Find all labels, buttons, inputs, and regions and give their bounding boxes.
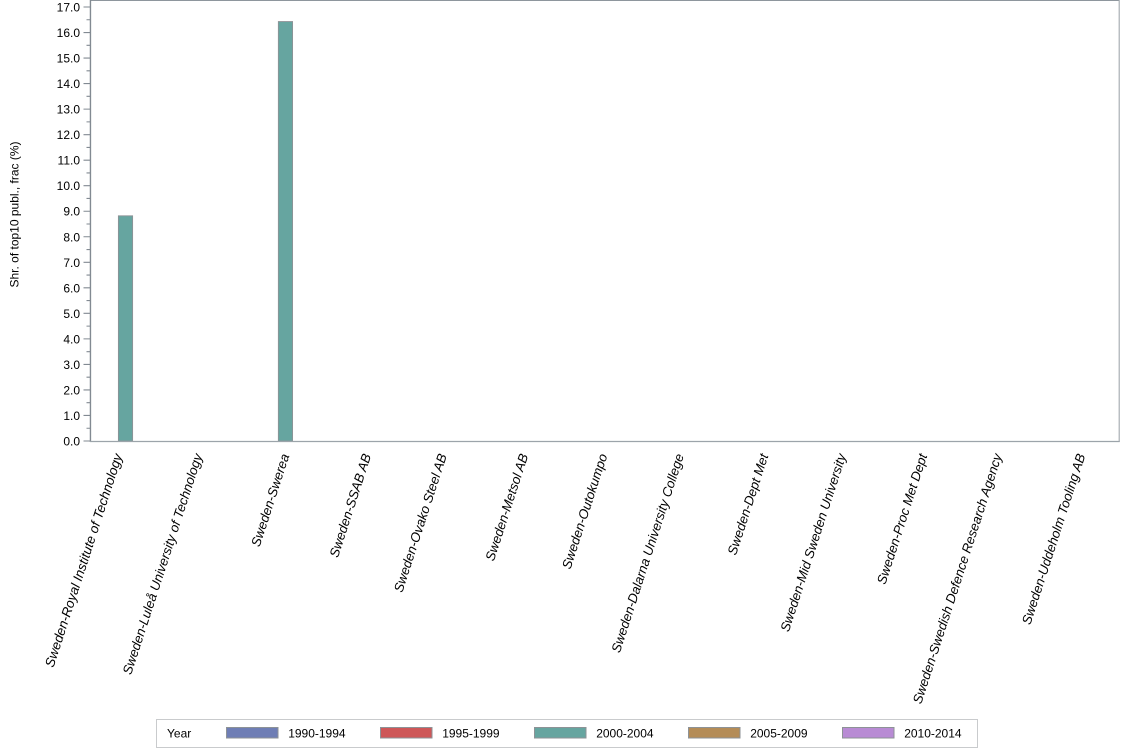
svg-text:5.0: 5.0 xyxy=(63,307,80,321)
svg-text:8.0: 8.0 xyxy=(63,230,80,244)
svg-text:15.0: 15.0 xyxy=(57,52,81,66)
svg-text:0.0: 0.0 xyxy=(63,435,80,449)
svg-text:10.0: 10.0 xyxy=(57,179,81,193)
svg-text:2.0: 2.0 xyxy=(63,383,80,397)
svg-text:3.0: 3.0 xyxy=(63,358,80,372)
svg-text:2005-2009: 2005-2009 xyxy=(750,727,808,741)
svg-text:Shr. of top10 publ., frac (%): Shr. of top10 publ., frac (%) xyxy=(8,141,22,287)
svg-text:1990-1994: 1990-1994 xyxy=(288,727,346,741)
svg-text:9.0: 9.0 xyxy=(63,205,80,219)
svg-text:14.0: 14.0 xyxy=(57,77,81,91)
svg-text:12.0: 12.0 xyxy=(57,128,81,142)
svg-text:1995-1999: 1995-1999 xyxy=(442,727,500,741)
svg-text:7.0: 7.0 xyxy=(63,256,80,270)
svg-text:16.0: 16.0 xyxy=(57,26,81,40)
svg-text:6.0: 6.0 xyxy=(63,281,80,295)
svg-text:Year: Year xyxy=(167,727,191,741)
svg-text:17.0: 17.0 xyxy=(57,1,81,15)
svg-text:2010-2014: 2010-2014 xyxy=(904,727,962,741)
svg-text:2000-2004: 2000-2004 xyxy=(596,727,654,741)
svg-text:1.0: 1.0 xyxy=(63,409,80,423)
svg-text:11.0: 11.0 xyxy=(58,154,81,168)
svg-text:13.0: 13.0 xyxy=(57,103,81,117)
svg-text:4.0: 4.0 xyxy=(63,332,80,346)
